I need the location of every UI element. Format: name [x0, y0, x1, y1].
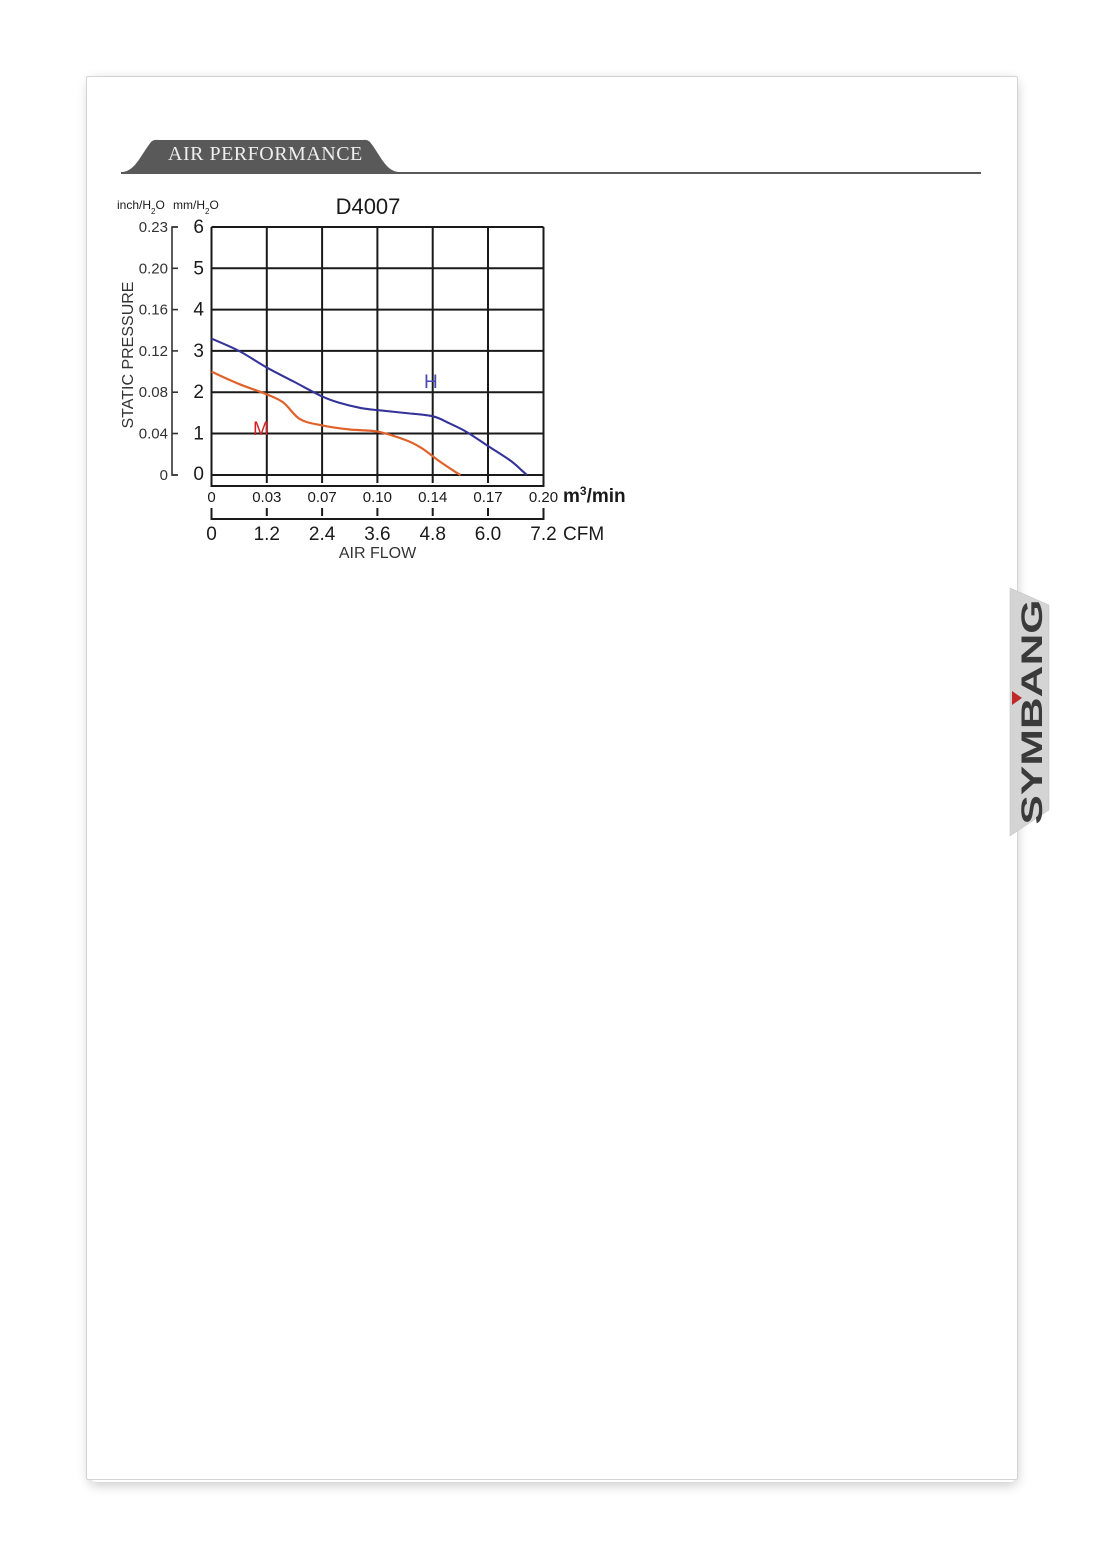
svg-text:SYMBANG: SYMBANG	[1016, 600, 1049, 825]
